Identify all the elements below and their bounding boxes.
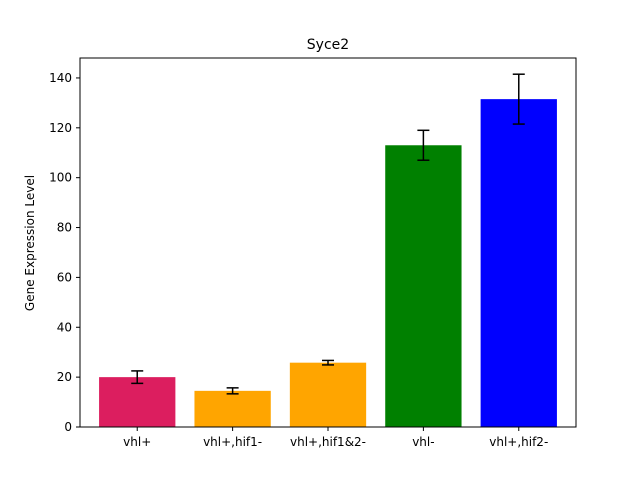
bar bbox=[290, 363, 366, 427]
x-tick-label: vhl+,hif1- bbox=[203, 435, 262, 449]
bar bbox=[99, 377, 175, 427]
y-axis-label: Gene Expression Level bbox=[23, 175, 37, 311]
bar bbox=[385, 145, 461, 427]
y-tick-label: 140 bbox=[49, 71, 72, 85]
y-tick-label: 100 bbox=[49, 171, 72, 185]
y-tick-label: 80 bbox=[57, 221, 72, 235]
y-tick-label: 40 bbox=[57, 320, 72, 334]
y-tick-label: 120 bbox=[49, 121, 72, 135]
y-tick-label: 60 bbox=[57, 270, 72, 284]
x-tick-label: vhl- bbox=[412, 435, 434, 449]
chart-title: Syce2 bbox=[307, 37, 349, 53]
y-tick-label: 20 bbox=[57, 370, 72, 384]
plot-area: 0 20 40 60 80 100 120 140 vhl+ vhl+,hif1- vhl+,hif… bbox=[49, 58, 576, 449]
bar bbox=[194, 391, 270, 427]
x-tick-label: vhl+,hif2- bbox=[489, 435, 548, 449]
bar bbox=[481, 99, 557, 427]
x-tick-label: vhl+,hif1&2- bbox=[290, 435, 366, 449]
x-tick-label: vhl+ bbox=[123, 435, 151, 449]
y-tick-label: 0 bbox=[64, 420, 72, 434]
